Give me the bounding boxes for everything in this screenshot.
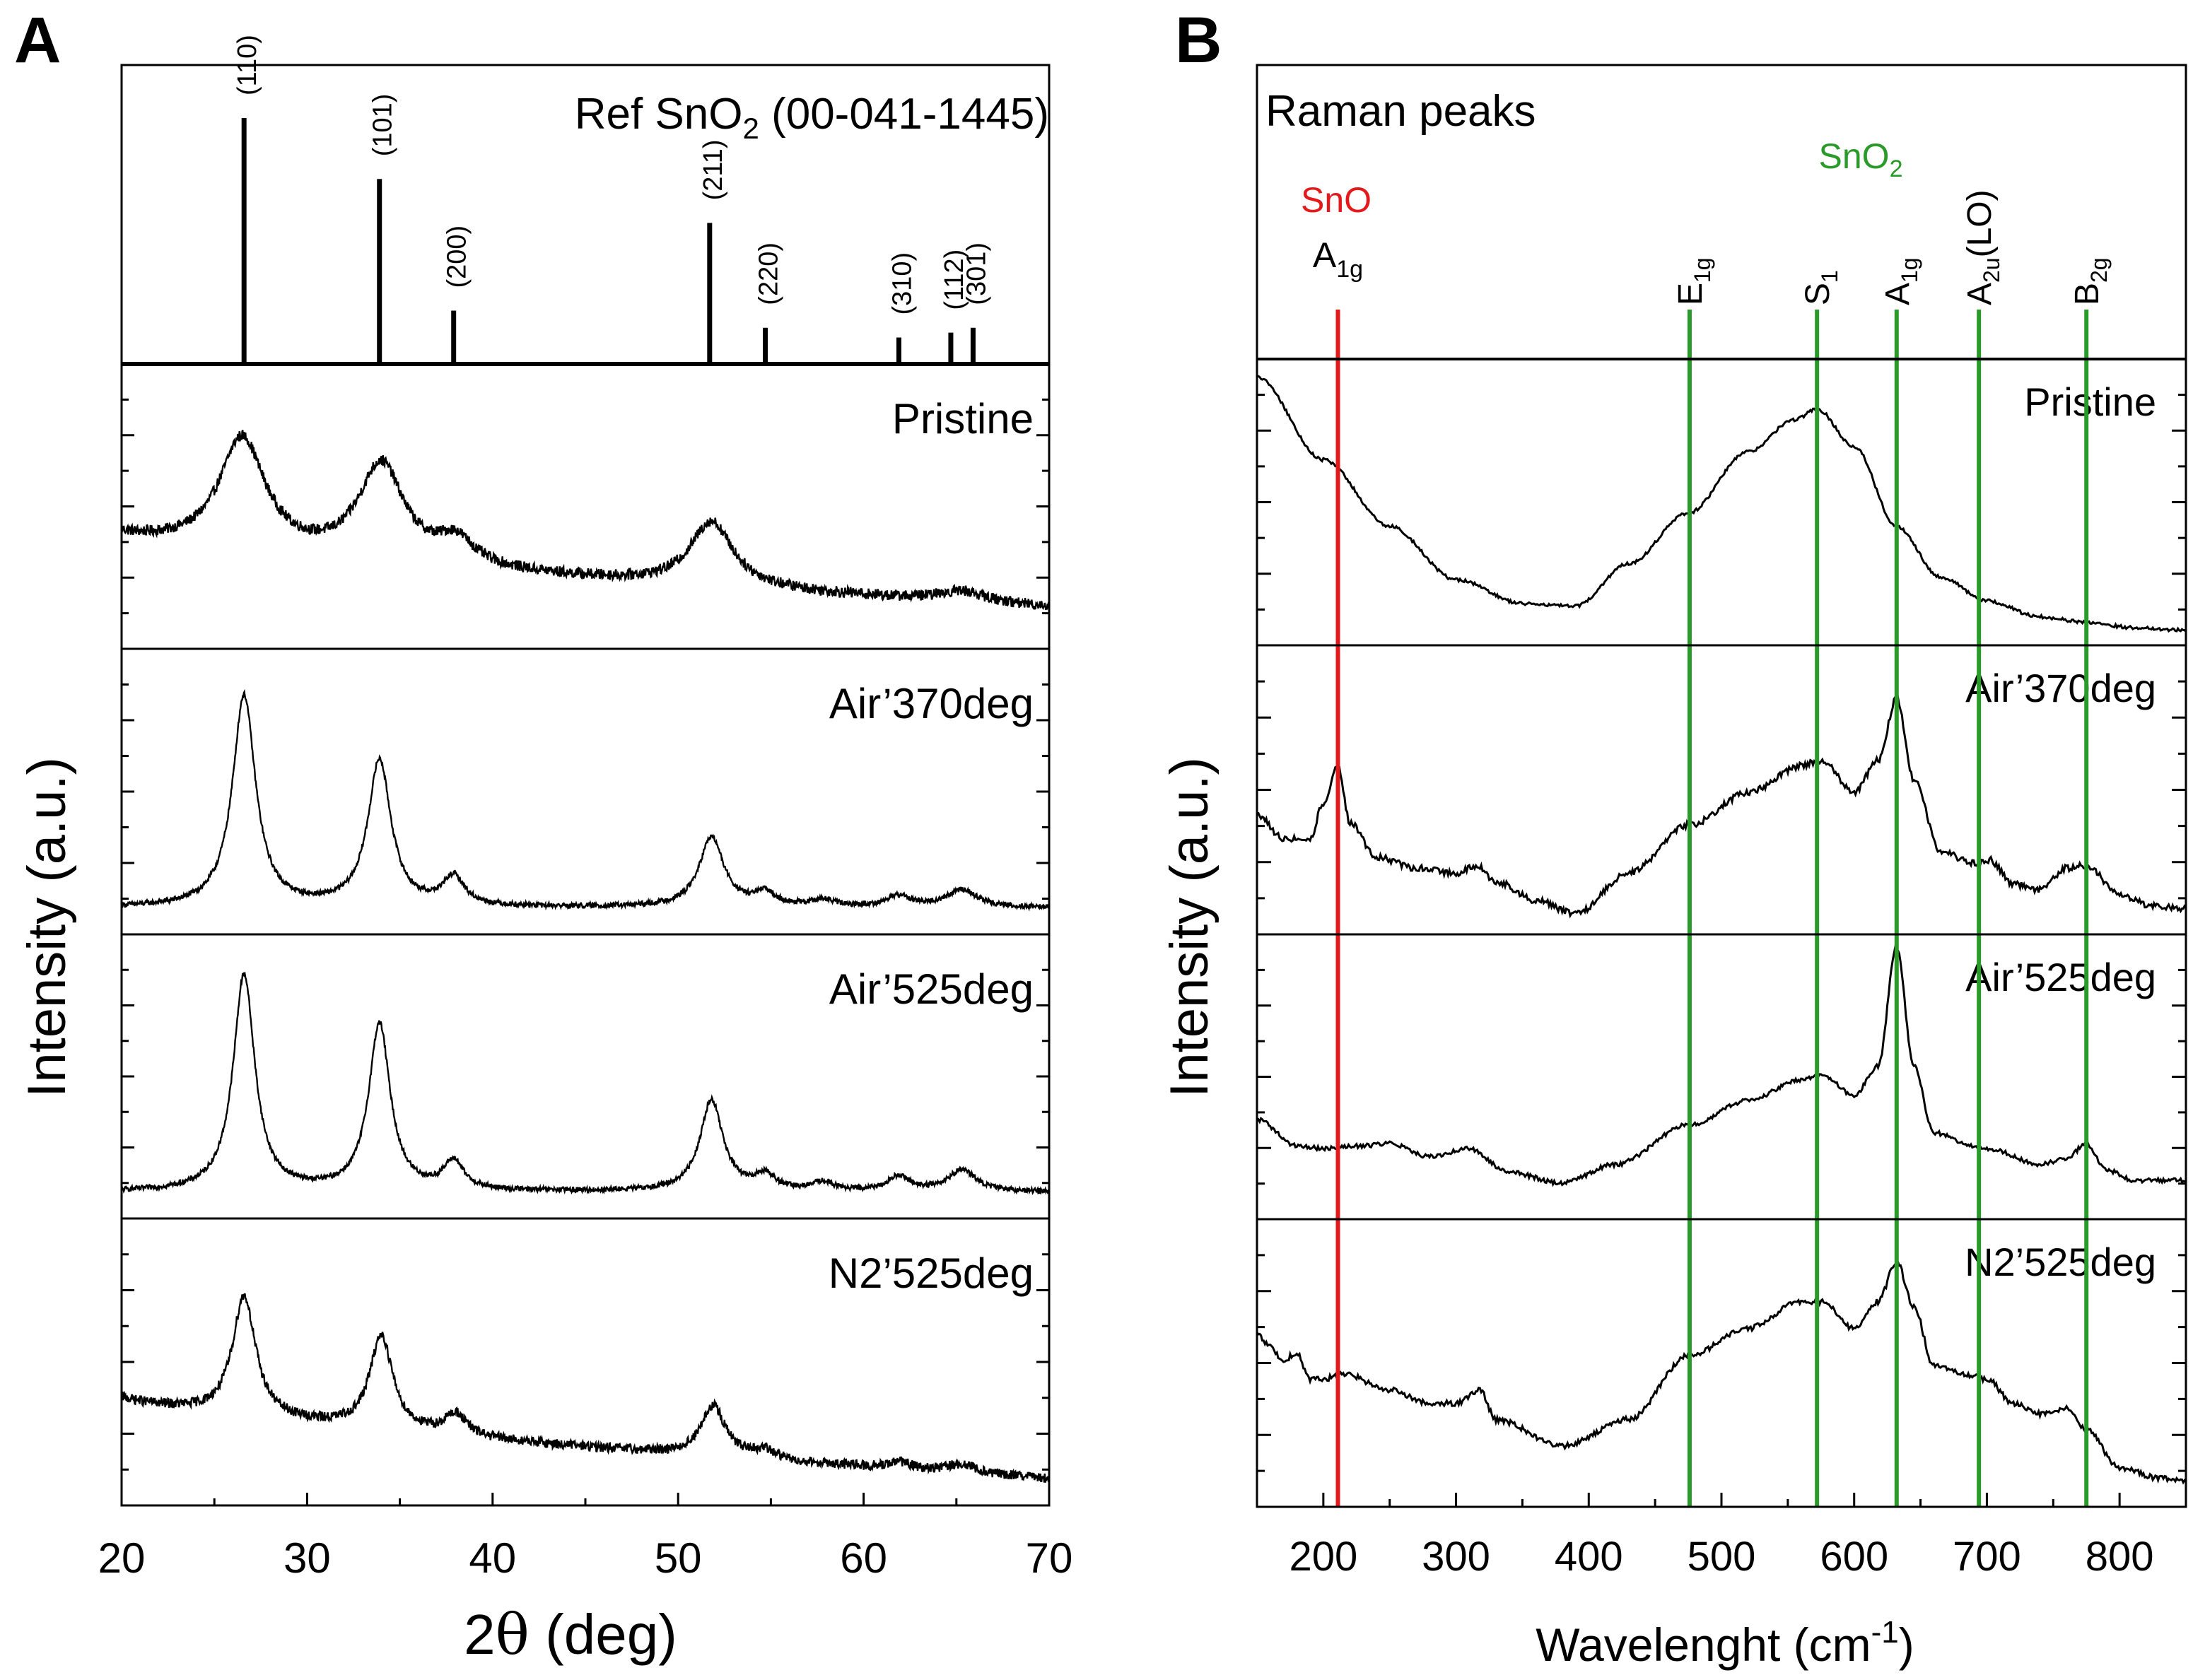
ref-peak-label: (211) — [698, 139, 728, 200]
raman-mode-label: B2g — [2069, 257, 2112, 305]
xrd-trace — [120, 688, 1051, 912]
raman-trace — [1256, 375, 2187, 633]
raman-mode-label-text: E1g — [1672, 257, 1715, 305]
xrd-trace — [120, 430, 1051, 611]
raman-panel: Raman peaks SnO SnO2 Intensity (a.u.) Wa… — [1159, 64, 2187, 1671]
raman-x-tick-label: 700 — [1953, 1534, 2021, 1580]
raman-series-label: Air’370deg — [1965, 666, 2156, 710]
xrd-y-axis-label: Intensity (a.u.) — [17, 757, 77, 1098]
xrd-x-tick-label: 50 — [655, 1534, 702, 1582]
xrd-x-axis-label: 2θ (deg) — [464, 1602, 677, 1667]
raman-x-tick-label: 500 — [1688, 1534, 1756, 1580]
raman-mode-label-text: S1 — [1799, 270, 1842, 305]
xrd-x-tick-label: 20 — [98, 1534, 146, 1582]
xrd-x-tick-label: 30 — [283, 1534, 331, 1582]
raman-header-title: Raman peaks — [1265, 87, 1536, 136]
raman-series-label: N2’525deg — [1965, 1240, 2156, 1284]
xrd-x-tick-label: 40 — [469, 1534, 516, 1582]
raman-x-tick-label: 200 — [1289, 1534, 1357, 1580]
xrd-series-label: Pristine — [892, 395, 1034, 442]
raman-series-label: Pristine — [2024, 380, 2156, 424]
panel-letter-a: A — [14, 4, 61, 76]
xrd-series-label: N2’525deg — [829, 1250, 1034, 1297]
xrd-x-tick-label: 70 — [1026, 1534, 1073, 1582]
xrd-trace — [120, 1293, 1051, 1483]
raman-series-label: Air’525deg — [1965, 955, 2156, 999]
raman-x-tick-label: 600 — [1820, 1534, 1888, 1580]
xrd-trace — [121, 971, 1051, 1195]
raman-mode-label-text: A1g — [1879, 257, 1922, 305]
raman-frame — [1256, 64, 2187, 1508]
ref-peak-label: (310) — [887, 252, 917, 315]
xrd-x-tick-label: 60 — [840, 1534, 887, 1582]
raman-mode-label-text: A2u(LO) — [1961, 189, 2004, 305]
xrd-series-label: Air’370deg — [829, 680, 1034, 727]
panel-letter-b: B — [1175, 4, 1222, 76]
raman-trace — [1256, 693, 2187, 919]
raman-sno2-label: SnO2 — [1819, 136, 1903, 182]
raman-x-tick-label: 400 — [1555, 1534, 1623, 1580]
raman-sno-label: SnO — [1301, 180, 1372, 220]
raman-mode-label-text: B2g — [2069, 257, 2112, 305]
raman-mode-label: S1 — [1799, 270, 1842, 305]
xrd-series-label: Air’525deg — [829, 965, 1034, 1013]
raman-trace — [1256, 944, 2187, 1187]
raman-mode-label: E1g — [1672, 257, 1715, 305]
raman-y-axis-label: Intensity (a.u.) — [1159, 757, 1220, 1098]
ref-peak-label: (200) — [443, 225, 472, 288]
xrd-panel: Ref SnO2 (00-041-1445) Intensity (a.u.) … — [17, 35, 1072, 1667]
ref-peak-label: (220) — [754, 242, 784, 305]
raman-x-axis-label: Wavelenght (cm-1) — [1536, 1615, 1914, 1671]
raman-mode-label: A2u(LO) — [1961, 189, 2004, 305]
raman-x-tick-label: 300 — [1422, 1534, 1490, 1580]
xrd-frame — [120, 64, 1051, 1507]
raman-mode-label: A1g — [1879, 257, 1922, 305]
raman-mode-label-text: A1g — [1313, 235, 1363, 283]
raman-x-tick-label: 800 — [2086, 1534, 2154, 1580]
ref-peak-label: (301) — [961, 242, 991, 305]
raman-mode-label: A1g — [1313, 235, 1363, 283]
ref-peak-label: (101) — [368, 94, 398, 157]
raman-trace — [1256, 1259, 2187, 1485]
xrd-reference-title: Ref SnO2 (00-041-1445) — [575, 90, 1049, 145]
ref-peak-label: (112) — [940, 249, 969, 310]
